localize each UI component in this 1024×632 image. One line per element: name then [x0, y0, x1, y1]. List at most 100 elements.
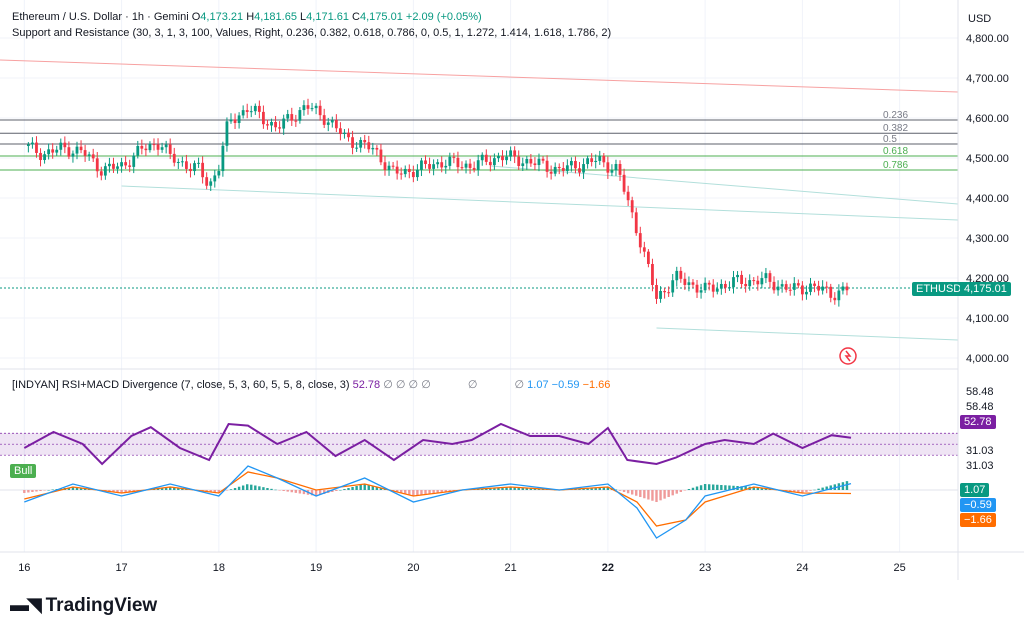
candle-body: [75, 146, 79, 154]
macd-value-tag: 1.07: [960, 483, 990, 497]
candle-body: [355, 147, 359, 149]
candle-body: [606, 162, 610, 173]
candle-body: [683, 278, 687, 285]
candle-body: [752, 280, 756, 282]
macd-hist-bar: [643, 490, 646, 499]
low-value: 4,171.61: [306, 11, 349, 23]
candle-body: [334, 120, 338, 129]
price-tick-label: 4,700.00: [966, 73, 1009, 85]
candle-body: [598, 155, 602, 161]
candle-body: [217, 171, 221, 176]
macd-hist-bar: [270, 488, 273, 490]
candle-body: [695, 284, 699, 293]
macd-hist-bar: [258, 486, 261, 490]
candle-body: [436, 162, 440, 165]
macd-hist-bar: [278, 490, 281, 491]
candle-body: [703, 282, 707, 291]
fib-label: 0.618: [883, 146, 908, 157]
candle-body: [707, 282, 711, 285]
candle-body: [667, 292, 671, 294]
candle-body: [545, 160, 549, 172]
candles: [26, 98, 849, 307]
macd-hist-bar: [79, 488, 83, 490]
support-trendline: [121, 185, 959, 221]
macd-hist-bar: [821, 487, 824, 490]
candle-body: [306, 105, 310, 109]
macd-hist-bar: [108, 490, 111, 492]
time-tick-label: 21: [504, 562, 516, 574]
candle-body: [444, 165, 448, 168]
macd-hist-bar: [485, 488, 488, 490]
indicator-legend[interactable]: [INDYAN] RSI+MACD Divergence (7, close, …: [12, 379, 611, 391]
close-value: 4,175.01: [360, 11, 403, 23]
change-value: +2.09 (+0.05%): [405, 11, 482, 23]
candle-body: [79, 146, 83, 151]
candle-body: [116, 166, 119, 169]
candle-body: [460, 167, 464, 169]
macd-hist-bar: [169, 487, 172, 490]
candle-body: [825, 286, 829, 288]
macd-hist-bar: [302, 490, 306, 495]
alert-icon[interactable]: [839, 347, 857, 365]
macd-hist-bar: [116, 490, 119, 493]
price-tick-label: 4,500.00: [966, 153, 1009, 165]
bull-divergence-tag: Bull: [10, 464, 37, 478]
candle-body: [480, 154, 484, 161]
candle-body: [205, 177, 209, 186]
candle-body: [282, 118, 286, 129]
candle-body: [655, 285, 658, 299]
candle-body: [290, 114, 294, 121]
candle-body: [367, 142, 371, 150]
macd-hist-bar: [691, 487, 695, 490]
candle-body: [553, 166, 557, 174]
price-axis[interactable]: 4,800.00 4,700.00 4,600.00 4,500.00 4,400.00…: [966, 33, 1009, 365]
candle-body: [363, 140, 367, 143]
rsi-line: [23, 422, 852, 466]
macd-hist-bar: [39, 490, 42, 491]
candle-body: [736, 274, 739, 278]
macd-hist-bar: [655, 490, 658, 502]
macd-hist-bar: [254, 485, 257, 490]
candle-body: [780, 284, 784, 287]
candle-body: [691, 282, 695, 285]
price-tick-label: 4,600.00: [966, 113, 1009, 125]
time-axis[interactable]: 16 17 18 19 20 21 22 23 24 25: [18, 562, 906, 574]
time-tick-label: 17: [115, 562, 127, 574]
candle-body: [561, 168, 565, 171]
candle-body: [638, 233, 642, 248]
price-tick-label: 4,000.00: [966, 353, 1009, 365]
macd-hist-bar: [432, 490, 435, 494]
time-tick-label: 25: [894, 562, 906, 574]
candle-body: [407, 168, 411, 172]
rsi-legend-value: 52.78: [352, 379, 381, 391]
macd-hist-bar: [598, 487, 601, 490]
tradingview-logo[interactable]: ▬◥ TradingView: [10, 595, 158, 616]
candle-body: [31, 142, 34, 145]
candle-body: [602, 155, 606, 163]
macd-hist-bar: [728, 485, 731, 490]
support-resistance-legend[interactable]: Support and Resistance (30, 3, 1, 3, 100…: [12, 27, 612, 39]
macd-hist-bar: [448, 490, 452, 492]
candle-body: [270, 121, 273, 126]
time-tick-label: 23: [699, 562, 711, 574]
macd-hist-bar: [237, 486, 241, 490]
candle-body: [310, 108, 314, 110]
macd-hist-bar: [416, 490, 419, 496]
candle-body: [732, 277, 735, 288]
macd-hist-bar: [509, 487, 512, 490]
macd-hist-bar: [622, 490, 626, 492]
candle-body: [59, 142, 63, 150]
candle-body: [197, 162, 200, 164]
macd-hist-bar: [525, 488, 529, 490]
currency-label[interactable]: USD: [968, 13, 992, 25]
macd-hist-bar: [614, 489, 618, 490]
macd-hist-bar: [120, 490, 123, 493]
macd-hist-bar: [744, 486, 747, 490]
symbol-header[interactable]: Ethereum / U.S. Dollar · 1h · Gemini O4,…: [12, 11, 482, 23]
macd-hist-bar: [164, 487, 168, 490]
macd-hist-bar: [805, 490, 808, 492]
candle-body: [375, 147, 379, 150]
candle-body: [541, 158, 545, 161]
candle-body: [221, 145, 225, 172]
